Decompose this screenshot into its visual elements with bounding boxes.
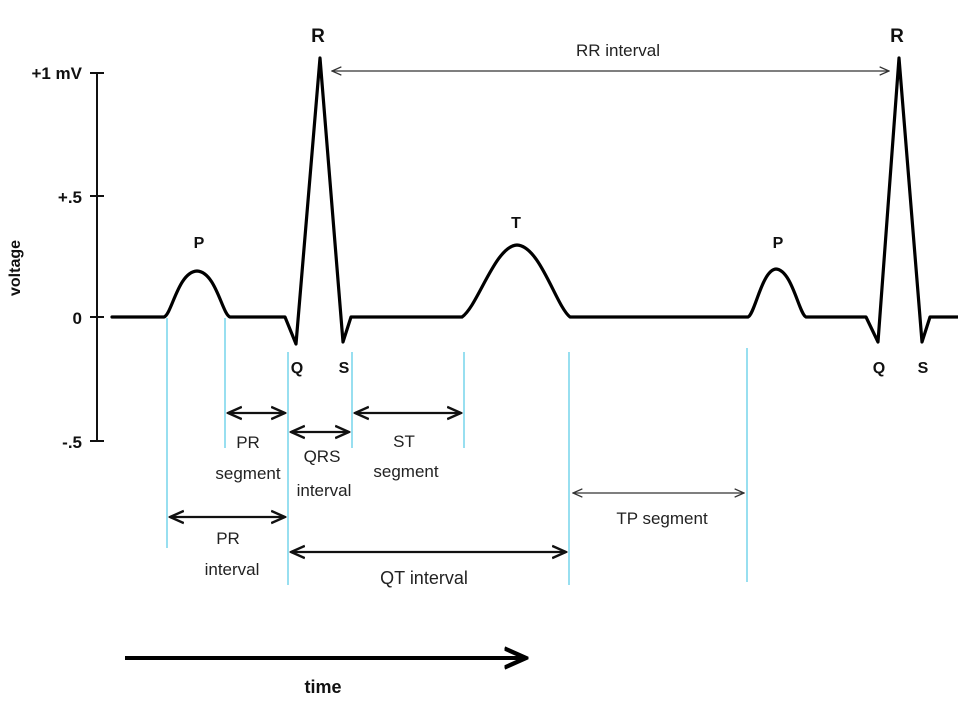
qrs-interval-label-1: QRS xyxy=(304,447,341,466)
pr-segment-label-1: PR xyxy=(236,433,260,452)
y-tick-label-0: 0 xyxy=(73,309,82,328)
wave-label-s2: S xyxy=(918,360,929,377)
st-segment-label-1: ST xyxy=(393,432,415,451)
wave-label-p1: P xyxy=(194,235,205,252)
wave-label-r1: R xyxy=(311,26,325,47)
wave-label-s1: S xyxy=(339,360,350,377)
pr-segment-label-2: segment xyxy=(215,464,280,483)
wave-label-q2: Q xyxy=(873,360,885,377)
time-label: time xyxy=(304,677,341,697)
qrs-interval-label-2: interval xyxy=(297,481,352,500)
tp-segment-label: TP segment xyxy=(616,509,708,528)
ecg-trace xyxy=(110,56,958,346)
wave-label-p2: P xyxy=(773,235,784,252)
y-axis-label: voltage xyxy=(7,240,24,296)
wave-label-t: T xyxy=(511,215,521,232)
qt-interval-label: QT interval xyxy=(380,568,468,588)
y-tick-label-neg05: -.5 xyxy=(62,433,82,452)
y-tick-label-1: +1 mV xyxy=(31,64,82,83)
y-tick-label-05: +.5 xyxy=(58,188,82,207)
wave-label-r2: R xyxy=(890,26,904,47)
pr-interval-label-2: interval xyxy=(205,560,260,579)
wave-label-q1: Q xyxy=(291,360,303,377)
rr-interval-label: RR interval xyxy=(576,41,660,60)
guide-lines xyxy=(166,318,748,585)
st-segment-label-2: segment xyxy=(373,462,438,481)
pr-interval-label-1: PR xyxy=(216,529,240,548)
